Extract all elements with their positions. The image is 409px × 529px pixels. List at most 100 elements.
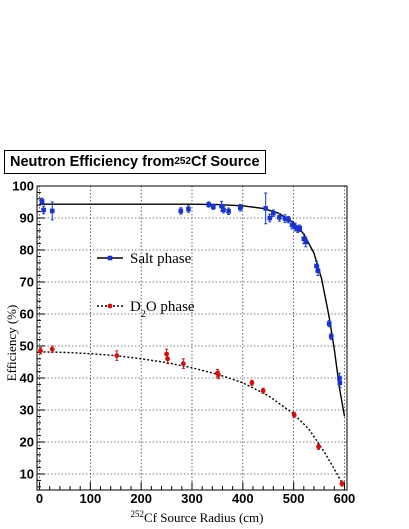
d2o-data-point — [180, 358, 186, 369]
square-marker — [267, 215, 273, 221]
d2o-data-point — [339, 480, 345, 487]
y-tick-label: 40 — [20, 371, 34, 386]
square-marker — [289, 222, 295, 228]
circle-marker — [180, 361, 186, 366]
circle-marker — [316, 444, 321, 450]
legend-label-part: 2 — [141, 309, 146, 320]
salt-data-point — [178, 207, 184, 215]
legend-label-part: O phase — [146, 299, 195, 315]
square-marker — [226, 208, 231, 214]
salt-data-point — [282, 214, 288, 223]
square-marker — [206, 202, 212, 207]
d2o-data-point — [260, 387, 266, 394]
circle-marker — [260, 388, 266, 394]
salt-data-point — [303, 236, 309, 248]
legend-label: D2O phase — [130, 299, 195, 320]
square-marker — [286, 217, 291, 222]
y-tick-label: 60 — [20, 307, 34, 322]
square-marker — [301, 236, 307, 242]
circle-marker — [38, 348, 43, 354]
square-marker — [314, 263, 319, 269]
circle-marker — [49, 346, 55, 352]
square-marker — [41, 207, 46, 213]
y-tick-label: 20 — [20, 435, 34, 450]
square-marker — [221, 207, 226, 212]
salt-data-point — [326, 319, 332, 328]
data-points — [38, 192, 345, 487]
d2o-data-point — [38, 347, 43, 355]
circle-marker — [216, 372, 221, 378]
salt-data-point — [186, 205, 191, 213]
circle-marker — [291, 412, 297, 418]
x-axis-label-superscript: 252 — [130, 509, 144, 519]
salt-data-point — [337, 377, 343, 389]
legend-label-part: D — [130, 299, 141, 315]
square-marker — [39, 199, 45, 204]
d2o-fit-curve — [39, 351, 345, 486]
salt-data-point — [206, 201, 212, 208]
chart-title-suffix: Cf Source — [191, 154, 260, 170]
salt-data-point — [315, 265, 321, 277]
salt-data-point — [328, 332, 334, 341]
x-tick-label: 0 — [36, 491, 43, 506]
square-marker — [211, 204, 216, 210]
salt-data-point — [211, 203, 216, 210]
grid-lines — [37, 185, 347, 490]
salt-data-point — [49, 201, 55, 221]
square-marker — [297, 225, 303, 231]
square-marker — [303, 239, 309, 245]
square-marker — [282, 216, 288, 221]
square-marker — [315, 268, 321, 274]
chart-title: Neutron Efficiency from 252 Cf Source — [4, 150, 266, 174]
circle-marker — [249, 380, 255, 386]
y-axis-label: Efficiency (%) — [4, 305, 19, 382]
x-tick-label: 200 — [130, 491, 152, 506]
chart-title-prefix: Neutron Efficiency from — [10, 154, 175, 170]
x-tick-label: 500 — [283, 491, 305, 506]
x-axis-label-text: Cf Source Radius (cm) — [144, 510, 264, 525]
salt-data-point — [39, 197, 45, 206]
y-tick-label: 100 — [12, 179, 34, 194]
square-marker — [326, 321, 332, 326]
square-marker — [186, 206, 191, 212]
salt-data-point — [41, 205, 46, 215]
y-tick-label: 70 — [20, 275, 34, 290]
y-tick-label: 90 — [20, 211, 34, 226]
salt-data-point — [226, 207, 231, 215]
y-tick-label: 10 — [20, 467, 34, 482]
square-marker — [277, 215, 282, 220]
d2o-data-point — [316, 443, 321, 450]
chart-title-superscript: 252 — [174, 155, 192, 167]
square-marker — [237, 205, 243, 211]
x-tick-label: 400 — [232, 491, 254, 506]
square-marker — [328, 334, 334, 339]
d2o-data-point — [49, 345, 55, 353]
d2o-data-point — [249, 379, 255, 386]
salt-data-point — [297, 224, 303, 232]
y-tick-label: 30 — [20, 403, 34, 418]
y-tick-label: 50 — [20, 339, 34, 354]
x-axis-label: 252Cf Source Radius (cm) — [130, 509, 263, 525]
legend-label-part: Salt phase — [130, 251, 192, 267]
square-marker — [49, 208, 55, 214]
salt-data-point — [237, 204, 243, 212]
legend: Salt phase D2O phase — [97, 251, 195, 320]
square-marker — [271, 210, 276, 216]
square-marker — [292, 224, 298, 230]
circle-marker — [165, 356, 171, 362]
square-marker — [263, 206, 268, 211]
salt-data-point — [263, 192, 268, 225]
axis-ticks — [37, 185, 345, 490]
square-marker — [219, 203, 224, 209]
circle-marker — [339, 481, 345, 486]
legend-label: Salt phase — [130, 251, 192, 267]
d2o-data-point — [114, 350, 120, 361]
salt-data-point — [221, 205, 226, 214]
square-marker — [178, 208, 184, 214]
salt-data-point — [267, 213, 273, 223]
d2o-data-point — [216, 370, 221, 380]
salt-data-point — [277, 213, 282, 222]
y-tick-label: 80 — [20, 243, 34, 258]
x-tick-label: 100 — [80, 491, 102, 506]
